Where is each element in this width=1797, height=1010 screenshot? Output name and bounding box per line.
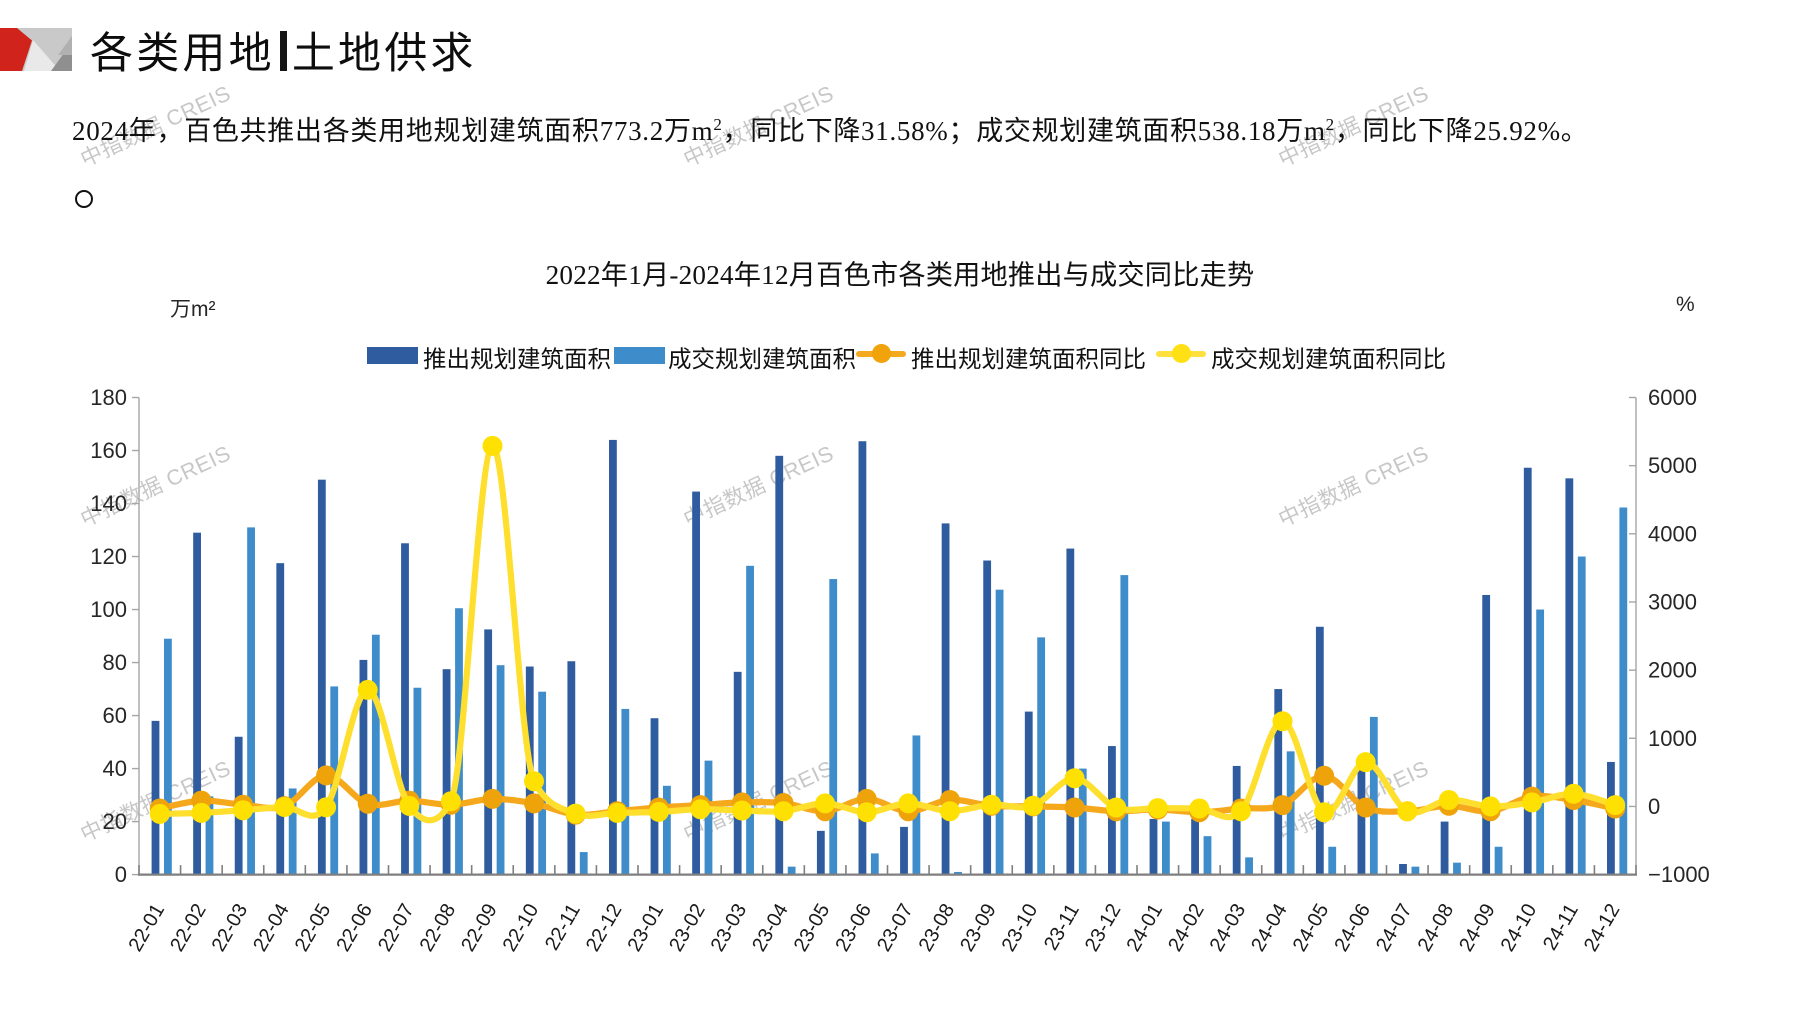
svg-text:1000: 1000 [1648,726,1697,751]
svg-text:60: 60 [103,703,127,728]
svg-text:24-11: 24-11 [1539,900,1583,954]
svg-text:100: 100 [90,597,127,622]
svg-text:24-05: 24-05 [1289,900,1334,955]
svg-text:24-07: 24-07 [1372,900,1417,955]
svg-text:24-06: 24-06 [1330,900,1375,955]
svg-text:2000: 2000 [1648,658,1697,683]
svg-text:23-02: 23-02 [665,900,710,955]
svg-text:22-11: 22-11 [541,900,585,954]
svg-text:23-09: 23-09 [956,900,1001,955]
svg-text:24-12: 24-12 [1580,900,1625,955]
svg-text:24-10: 24-10 [1497,900,1542,955]
svg-text:22-01: 22-01 [124,900,169,955]
svg-text:23-12: 23-12 [1081,900,1126,955]
svg-text:180: 180 [90,385,127,410]
svg-text:0: 0 [1648,794,1660,819]
svg-text:160: 160 [90,438,127,463]
svg-text:20: 20 [103,809,127,834]
svg-text:22-12: 22-12 [582,900,627,955]
svg-text:23-06: 23-06 [831,900,876,955]
svg-text:23-05: 23-05 [790,900,835,955]
svg-text:120: 120 [90,544,127,569]
svg-text:4000: 4000 [1648,521,1697,546]
svg-text:22-10: 22-10 [499,900,544,955]
svg-text:22-04: 22-04 [249,900,294,955]
svg-text:23-01: 23-01 [623,900,668,955]
svg-text:40: 40 [103,756,127,781]
svg-text:80: 80 [103,650,127,675]
svg-text:23-10: 23-10 [998,900,1043,955]
svg-text:23-08: 23-08 [915,900,960,955]
svg-text:3000: 3000 [1648,589,1697,614]
svg-text:−1000: −1000 [1648,862,1710,887]
svg-text:0: 0 [115,862,127,887]
svg-text:22-06: 22-06 [332,900,377,955]
svg-text:22-05: 22-05 [291,900,336,955]
svg-text:5000: 5000 [1648,453,1697,478]
svg-text:22-03: 22-03 [208,900,253,955]
svg-text:140: 140 [90,491,127,516]
svg-text:6000: 6000 [1648,385,1697,410]
svg-text:24-02: 24-02 [1164,900,1209,955]
svg-text:24-01: 24-01 [1122,900,1167,955]
svg-text:22-08: 22-08 [416,900,461,955]
svg-text:23-07: 23-07 [873,900,918,955]
svg-text:22-09: 22-09 [457,900,502,955]
svg-text:24-09: 24-09 [1455,900,1500,955]
svg-text:23-11: 23-11 [1040,900,1084,954]
svg-text:23-03: 23-03 [707,900,752,955]
svg-text:24-03: 24-03 [1206,900,1251,955]
svg-text:24-08: 24-08 [1414,900,1459,955]
svg-text:24-04: 24-04 [1247,900,1292,955]
svg-text:23-04: 23-04 [748,900,793,955]
svg-text:22-02: 22-02 [166,900,211,955]
svg-text:22-07: 22-07 [374,900,419,955]
